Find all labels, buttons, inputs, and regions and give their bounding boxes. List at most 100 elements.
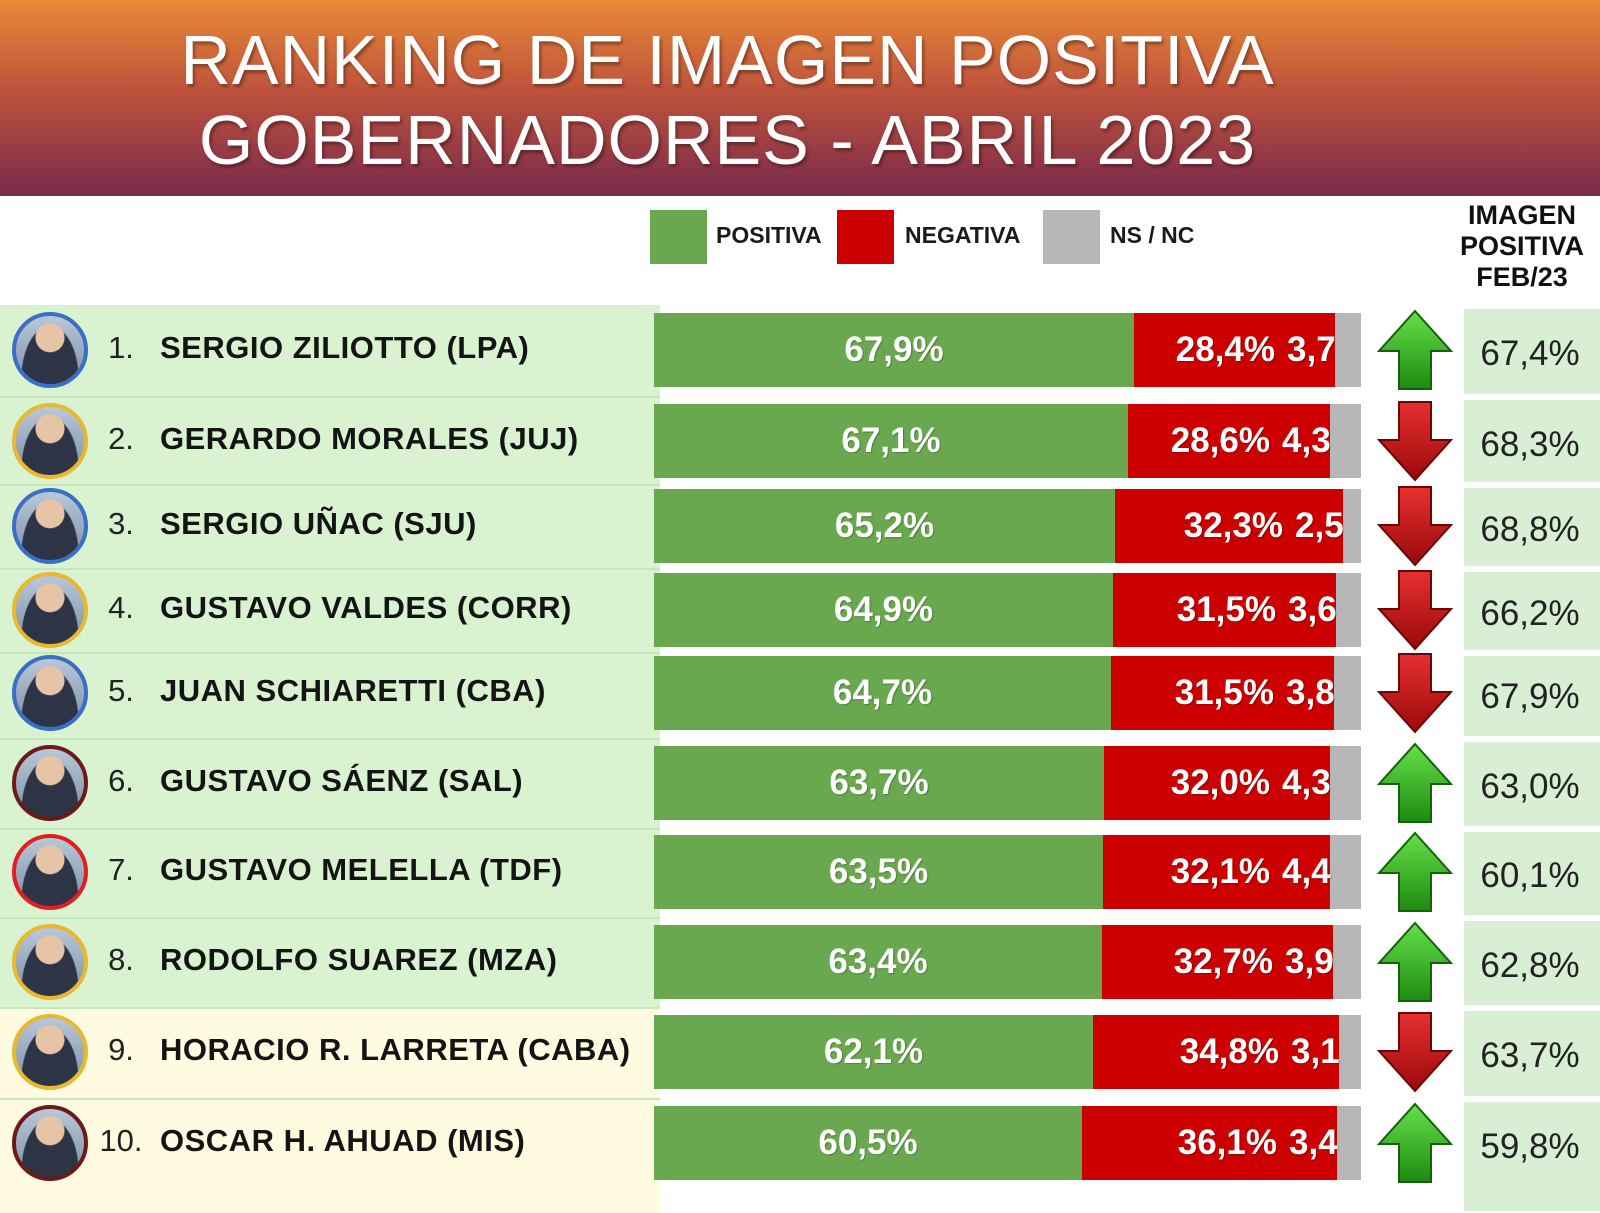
governor-photo-avatar — [12, 403, 88, 479]
feb23-column-header: IMAGEN POSITIVA FEB/23 — [1452, 200, 1592, 293]
row-separator — [0, 1098, 660, 1100]
bar-positive-label: 63,7% — [829, 763, 929, 802]
feb23-header-line-3: FEB/23 — [1476, 262, 1568, 292]
bar-negative — [1113, 573, 1336, 647]
row-background — [0, 738, 660, 828]
row-background — [0, 652, 660, 738]
feb23-value: 66,2% — [1480, 594, 1580, 633]
feb23-cell — [1464, 1011, 1600, 1096]
governor-name: OSCAR H. AHUAD (MIS) — [160, 1123, 526, 1158]
bar-negative-label: 31,5% — [1174, 673, 1274, 712]
rank-number: 7. — [108, 852, 134, 887]
governor-name: GUSTAVO VALDES (CORR) — [160, 590, 572, 625]
row-separator — [0, 738, 660, 740]
governor-name: RODOLFO SUAREZ (MZA) — [160, 942, 558, 977]
bar-positive-label: 60,5% — [818, 1123, 918, 1162]
legend-label-positiva: POSITIVA — [716, 222, 822, 248]
governor-photo-avatar — [12, 655, 88, 731]
trend-down-arrow-icon — [1377, 401, 1453, 482]
rank-number: 2. — [108, 421, 134, 456]
bar-positive — [654, 835, 1103, 909]
feb23-cell — [1464, 488, 1600, 566]
bar-positive — [654, 573, 1113, 647]
trend-down-arrow-icon — [1377, 486, 1453, 567]
bar-positive-label: 63,5% — [828, 852, 929, 891]
trend-down-arrow-icon — [1377, 570, 1453, 651]
bar-negative-label: 36,1% — [1177, 1123, 1277, 1162]
chart-title-line-1: RANKING DE IMAGEN POSITIVA — [180, 21, 1275, 99]
bar-nsnc — [1334, 656, 1361, 730]
legend: POSITIVA NEGATIVA NS / NC — [0, 206, 1600, 266]
governor-name: GUSTAVO SÁENZ (SAL) — [160, 763, 524, 798]
arrow-shape — [1377, 309, 1453, 390]
feb23-value: 67,9% — [1480, 677, 1580, 716]
bar-positive — [654, 404, 1128, 478]
governor-photo-avatar — [12, 745, 88, 821]
bar-nsnc — [1339, 1015, 1361, 1089]
bar-nsnc-label: 3,6 — [1288, 590, 1337, 629]
bar-nsnc-label: 4,3 — [1282, 421, 1331, 460]
row-background — [0, 305, 660, 396]
feb23-cell — [1464, 400, 1600, 482]
bar-negative-label: 28,6% — [1170, 421, 1270, 460]
bar-nsnc-label: 3,9 — [1285, 942, 1334, 981]
arrow-shape — [1377, 742, 1453, 823]
bar-positive — [654, 489, 1115, 563]
feb23-value: 63,7% — [1480, 1036, 1580, 1075]
bar-nsnc — [1330, 746, 1361, 820]
bar-nsnc-label: 4,4 — [1282, 852, 1331, 891]
bar-nsnc-label: 4,3 — [1282, 763, 1331, 802]
bar-negative-label: 31,5% — [1176, 590, 1276, 629]
rank-number: 1. — [108, 330, 134, 365]
governor-name: GUSTAVO MELELLA (TDF) — [160, 852, 563, 887]
governor-photo-avatar — [12, 834, 88, 910]
legend-swatch-positiva — [650, 210, 707, 264]
row-separator — [0, 568, 660, 570]
governor-photo-avatar — [12, 924, 88, 1000]
feb23-header-line-1: IMAGEN — [1468, 200, 1576, 230]
governor-photo-avatar — [12, 1105, 88, 1181]
bar-nsnc-label: 3,7 — [1287, 330, 1336, 369]
bar-positive — [654, 925, 1102, 999]
feb23-header-line-2: POSITIVA — [1459, 231, 1585, 261]
trend-up-arrow-icon — [1377, 831, 1453, 912]
bar-positive — [654, 656, 1111, 730]
row-separator — [0, 652, 660, 654]
trend-down-arrow-icon — [1377, 653, 1453, 734]
arrow-shape — [1377, 570, 1453, 651]
bar-nsnc-label: 3,4 — [1289, 1123, 1338, 1162]
feb23-cell — [1464, 921, 1600, 1005]
bar-positive — [654, 1015, 1093, 1089]
bar-nsnc — [1337, 1106, 1361, 1180]
bar-positive-label: 62,1% — [823, 1032, 924, 1071]
feb23-value: 60,1% — [1480, 856, 1580, 895]
bar-positive-label: 63,4% — [828, 942, 928, 981]
feb23-cell — [1464, 1102, 1600, 1211]
row-separator — [0, 828, 660, 830]
legend-swatch-negativa — [837, 210, 894, 264]
bar-nsnc — [1336, 573, 1361, 647]
row-separator — [0, 484, 660, 486]
governor-photo-avatar — [12, 312, 88, 388]
bar-nsnc — [1333, 925, 1361, 999]
arrow-shape — [1377, 1102, 1453, 1183]
bar-negative-label: 34,8% — [1179, 1032, 1279, 1071]
governor-photo-avatar — [12, 488, 88, 564]
governor-name: SERGIO UÑAC (SJU) — [160, 506, 477, 541]
bar-nsnc-label: 2,5 — [1295, 506, 1344, 545]
bar-nsnc — [1330, 404, 1361, 478]
feb23-value: 68,8% — [1480, 510, 1580, 549]
bar-negative — [1082, 1106, 1337, 1180]
chart-title-line-2: GOBERNADORES - ABRIL 2023 — [198, 101, 1257, 179]
feb23-value: 59,8% — [1480, 1127, 1580, 1166]
feb23-value: 67,4% — [1480, 334, 1580, 373]
rank-number: 3. — [108, 506, 134, 541]
rank-number: 10. — [99, 1123, 143, 1158]
governor-name: HORACIO R. LARRETA (CABA) — [160, 1032, 631, 1067]
bar-negative — [1093, 1015, 1339, 1089]
bar-negative — [1103, 835, 1330, 909]
bar-negative — [1128, 404, 1330, 478]
bar-negative-label: 32,3% — [1183, 506, 1283, 545]
row-background — [0, 484, 660, 568]
